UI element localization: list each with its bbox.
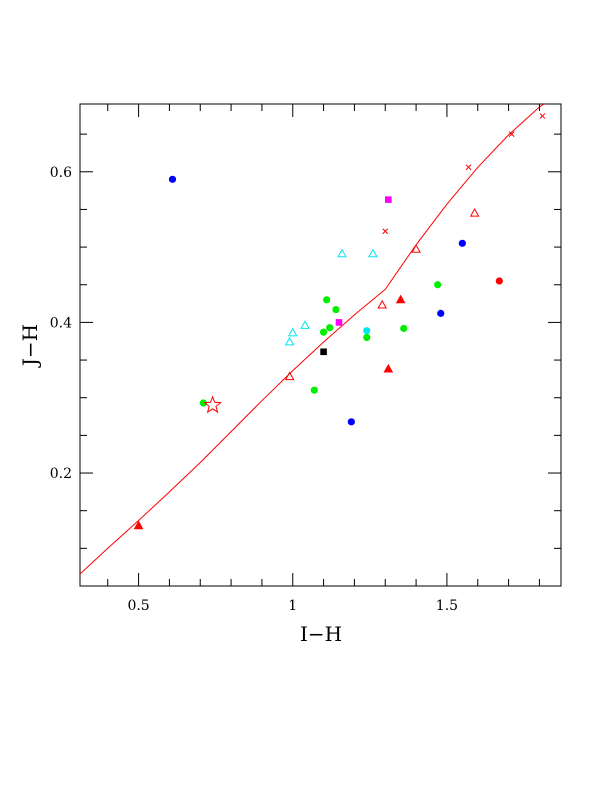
- circle-point: [400, 324, 408, 333]
- x-axis-title: I−H: [300, 622, 342, 646]
- open-triangle-point: [411, 244, 421, 253]
- y-axis-title: J−H: [18, 324, 42, 368]
- plot-area: [79, 103, 562, 587]
- filled-triangle-point: [383, 363, 394, 373]
- curve-x-marker: [465, 164, 472, 171]
- data-points-layer: [133, 113, 546, 530]
- open-triangle-point: [469, 207, 480, 217]
- model-curve-layer: [80, 104, 546, 575]
- filled-triangle-point: [395, 294, 406, 304]
- open-triangle-point: [300, 320, 310, 329]
- open-triangle-point: [377, 299, 388, 309]
- circle-point: [199, 399, 207, 407]
- reference-star-point: [203, 395, 223, 414]
- x-tick-label: 1.5: [436, 598, 458, 614]
- circle-point: [168, 175, 177, 183]
- filled-triangle-point: [133, 520, 144, 530]
- open-triangle-point: [368, 248, 378, 258]
- axis-ticks-layer: 0.5 1 1.5 0.2 0.4 0.6: [50, 104, 561, 614]
- circle-point: [363, 327, 371, 335]
- square-point: [320, 348, 327, 356]
- circle-point: [495, 277, 503, 285]
- circle-point: [458, 239, 466, 247]
- curve-x-marker: [508, 131, 515, 137]
- y-tick-label: 0.4: [50, 315, 72, 331]
- open-triangle-point: [337, 248, 347, 258]
- circle-point: [363, 333, 371, 342]
- circle-point: [347, 418, 355, 426]
- square-point: [385, 196, 392, 203]
- circle-point: [434, 281, 442, 289]
- x-tick-label: 0.5: [127, 598, 149, 614]
- circle-point: [310, 386, 318, 394]
- plot-frame: [79, 103, 562, 587]
- circle-point: [326, 324, 334, 332]
- curve-x-marker: [382, 228, 389, 235]
- x-tick-label: 1: [288, 598, 297, 614]
- circle-point: [323, 296, 331, 304]
- y-tick-label: 0.2: [50, 466, 72, 482]
- open-triangle-point: [284, 371, 295, 381]
- y-tick-label: 0.6: [50, 165, 72, 181]
- open-triangle-point: [287, 327, 298, 337]
- circle-point: [437, 309, 445, 317]
- model-curve: [80, 104, 546, 575]
- square-point: [335, 319, 343, 326]
- curve-x-marker: [539, 113, 546, 119]
- circle-point: [319, 328, 328, 336]
- open-triangle-point: [284, 336, 295, 346]
- circle-point: [332, 306, 340, 314]
